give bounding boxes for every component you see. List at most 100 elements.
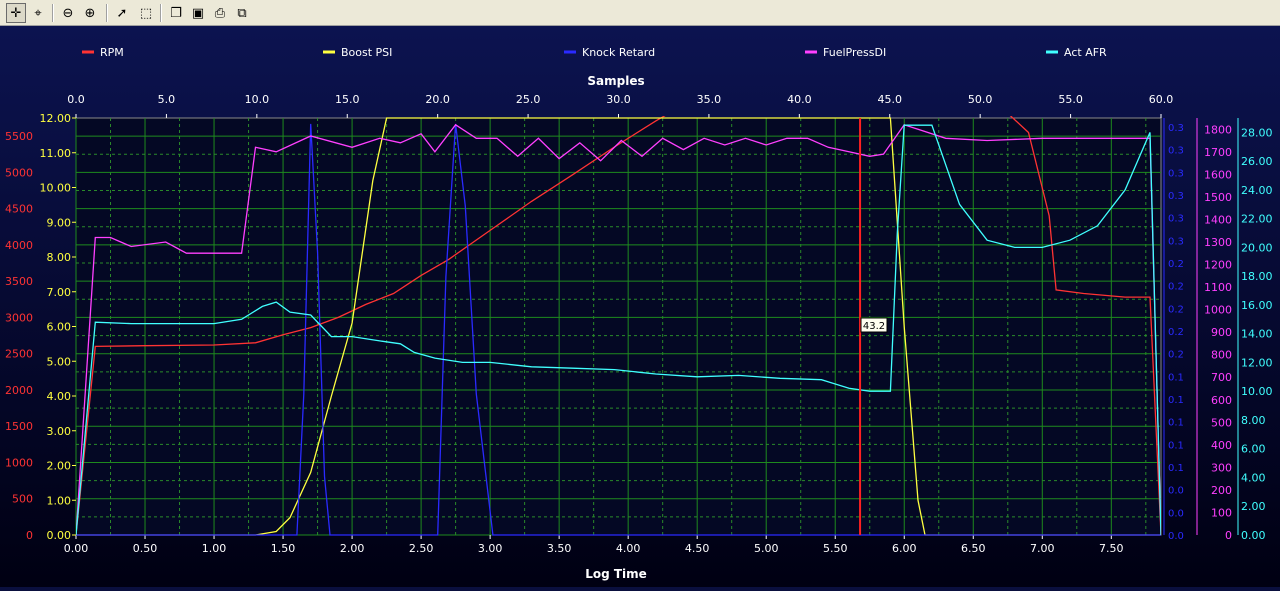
knock-axis-tick-label: 0.2 — [1168, 350, 1184, 361]
boost-axis-tick-label: 11.00 — [40, 147, 72, 160]
top-axis-tick-label: 25.0 — [516, 93, 541, 106]
afr-axis-tick-label: 10.00 — [1241, 385, 1273, 398]
series-line-fuelpressdi — [76, 123, 1161, 536]
rpm-axis-tick-label: 1500 — [5, 420, 33, 433]
boost-axis-tick-label: 3.00 — [47, 425, 72, 438]
top-axis-tick-label: 35.0 — [697, 93, 722, 106]
bottom-axis-tick-label: 7.50 — [1099, 542, 1124, 555]
rpm-axis-tick-label: 5000 — [5, 166, 33, 179]
afr-axis-tick-label: 16.00 — [1241, 299, 1273, 312]
fuelpress-axis-tick-label: 500 — [1211, 416, 1232, 429]
top-axis-tick-label: 50.0 — [968, 93, 993, 106]
fuelpress-axis-tick-label: 1600 — [1204, 168, 1232, 181]
top-axis-tick-label: 15.0 — [335, 93, 360, 106]
rpm-axis-tick-label: 3000 — [5, 311, 33, 324]
bottom-axis-tick-label: 6.50 — [961, 542, 986, 555]
knock-axis-tick-label: 0.0 — [1168, 531, 1184, 542]
afr-axis-tick-label: 6.00 — [1241, 443, 1266, 456]
print-icon[interactable]: ⎙ — [214, 5, 226, 21]
boost-axis-tick-label: 12.00 — [40, 112, 72, 125]
bottom-axis-tick-label: 0.00 — [64, 542, 89, 555]
afr-axis-tick-label: 18.00 — [1241, 270, 1273, 283]
fuelpress-axis-tick-label: 1300 — [1204, 236, 1232, 249]
bottom-axis-tick-label: 4.50 — [685, 542, 710, 555]
bottom-axis-tick-label: 3.00 — [478, 542, 503, 555]
knock-axis-tick-label: 0.3 — [1168, 168, 1184, 179]
fuelpress-axis-tick-label: 1800 — [1204, 123, 1232, 136]
fuelpress-axis-tick-label: 1000 — [1204, 304, 1232, 317]
top-axis-tick-label: 10.0 — [245, 93, 270, 106]
rpm-axis-tick-label: 5500 — [5, 130, 33, 143]
legend-label: RPM — [100, 46, 124, 59]
bottom-axis-tick-label: 3.50 — [547, 542, 572, 555]
rpm-axis-tick-label: 2500 — [5, 348, 33, 361]
knock-axis-tick-label: 0.1 — [1168, 372, 1184, 383]
fuelpress-axis-tick-label: 1700 — [1204, 146, 1232, 159]
bottom-axis-tick-label: 5.50 — [823, 542, 848, 555]
zoom-in-icon[interactable]: ⊕ — [84, 5, 96, 21]
knock-axis-tick-label: 0.2 — [1168, 259, 1184, 270]
top-axis-tick-label: 55.0 — [1058, 93, 1083, 106]
afr-axis-tick-label: 8.00 — [1241, 414, 1266, 427]
knock-axis-tick-label: 0.1 — [1168, 395, 1184, 406]
pointer-icon[interactable]: ➚ — [116, 5, 128, 21]
fuelpress-axis-tick-label: 400 — [1211, 439, 1232, 452]
knock-axis-tick-label: 0.0 — [1168, 508, 1184, 519]
boost-axis-tick-label: 10.00 — [40, 182, 72, 195]
knock-axis-tick-label: 0.3 — [1168, 146, 1184, 157]
cursor-label: 43.2 — [863, 321, 885, 332]
afr-axis-tick-label: 0.00 — [1241, 529, 1266, 542]
select-box-icon[interactable]: ⬚ — [139, 5, 153, 21]
bottom-axis-tick-label: 4.00 — [616, 542, 641, 555]
afr-axis-tick-label: 2.00 — [1241, 500, 1266, 513]
legend-label: Boost PSI — [341, 46, 392, 59]
fuelpress-axis-tick-label: 1500 — [1204, 191, 1232, 204]
top-axis-tick-label: 0.0 — [67, 93, 85, 106]
crosshair-icon[interactable]: ✛ — [6, 3, 26, 23]
rpm-axis-tick-label: 500 — [12, 493, 33, 506]
bottom-axis-tick-label: 6.00 — [892, 542, 917, 555]
knock-axis-tick-label: 0.2 — [1168, 327, 1184, 338]
save-icon[interactable]: ▣ — [191, 5, 205, 21]
afr-axis-tick-label: 28.00 — [1241, 126, 1273, 139]
afr-axis-tick-label: 26.00 — [1241, 155, 1273, 168]
top-axis-tick-label: 20.0 — [425, 93, 450, 106]
rpm-axis-tick-label: 0 — [26, 529, 33, 542]
bottom-axis-title: Log Time — [585, 567, 647, 581]
bottom-axis-tick-label: 1.50 — [271, 542, 296, 555]
fuelpress-axis-tick-label: 600 — [1211, 394, 1232, 407]
rpm-axis-tick-label: 4500 — [5, 203, 33, 216]
boost-axis-tick-label: 6.00 — [47, 321, 72, 334]
top-axis-tick-label: 30.0 — [606, 93, 631, 106]
afr-axis-tick-label: 14.00 — [1241, 328, 1273, 341]
afr-axis-tick-label: 12.00 — [1241, 356, 1273, 369]
fuelpress-axis-tick-label: 0 — [1225, 529, 1232, 542]
knock-axis-tick-label: 0.1 — [1168, 418, 1184, 429]
bottom-axis-tick-label: 5.00 — [754, 542, 779, 555]
copy-icon[interactable]: ❐ — [170, 5, 182, 21]
bottom-axis-tick-label: 0.50 — [133, 542, 158, 555]
cursor-label-box — [860, 317, 888, 333]
log-chart[interactable]: Samples Log Time 0.0 5.0 10.0 15.0 20.0 25.0 30.… — [0, 26, 1280, 587]
bottom-axis-tick-label: 2.00 — [340, 542, 365, 555]
boost-axis-tick-label: 7.00 — [47, 286, 72, 299]
boost-axis-tick-label: 5.00 — [47, 355, 72, 368]
knock-axis-tick-label: 0.1 — [1168, 463, 1184, 474]
series-line-knock-retard — [76, 123, 1161, 536]
afr-axis-tick-label: 20.00 — [1241, 241, 1273, 254]
fuelpress-axis-tick-label: 200 — [1211, 484, 1232, 497]
knock-axis-tick-label: 0.2 — [1168, 304, 1184, 315]
knock-axis-tick-label: 0.1 — [1168, 440, 1184, 451]
legend-label: Knock Retard — [582, 46, 655, 59]
fuelpress-axis-tick-label: 1400 — [1204, 213, 1232, 226]
legend-label: Act AFR — [1064, 46, 1107, 59]
zoom-box-icon[interactable]: ⌖ — [34, 5, 42, 21]
zoom-out-icon[interactable]: ⊖ — [62, 5, 74, 21]
series-line-act-afr — [76, 124, 1161, 536]
fuelpress-axis-tick-label: 1100 — [1204, 281, 1232, 294]
afr-axis-tick-label: 4.00 — [1241, 471, 1266, 484]
toolbar-separator — [160, 4, 162, 22]
print-preview-icon[interactable]: ⧉ — [237, 5, 247, 21]
boost-axis-tick-label: 8.00 — [47, 251, 72, 264]
afr-axis-tick-label: 22.00 — [1241, 213, 1273, 226]
